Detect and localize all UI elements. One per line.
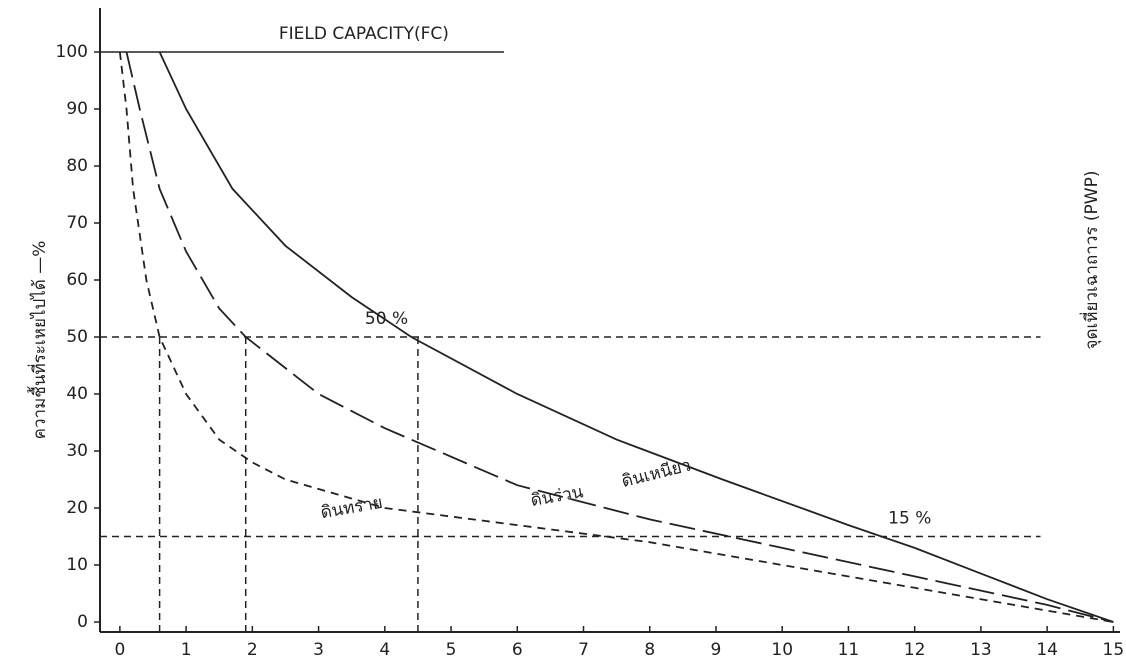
y-tick-label: 50 <box>66 327 88 347</box>
x-tick-label: 9 <box>711 640 722 660</box>
reference-label: FIELD CAPACITY(FC) <box>279 24 449 44</box>
x-tick-label: 8 <box>644 640 655 660</box>
x-tick-label: 6 <box>512 640 523 660</box>
y-tick-label: 90 <box>66 99 88 119</box>
y-tick-label: 100 <box>56 42 88 62</box>
x-axis-label: จุดเหี่ยวเฉาถาวร (PWP) <box>1079 171 1102 350</box>
chart: ความชื้นที่ระเหยไปได้ —% จุดเหี่ยวเฉาถาว… <box>0 0 1126 663</box>
series-label: ดินทราย <box>319 493 384 524</box>
x-tick-label: 3 <box>313 640 324 660</box>
x-tick-label: 11 <box>838 640 860 660</box>
y-tick-label: 0 <box>77 612 88 632</box>
y-axis-label: ความชื้นที่ระเหยไปได้ —% <box>27 241 50 440</box>
x-tick-label: 15 <box>1103 640 1125 660</box>
y-tick-label: 70 <box>66 213 88 233</box>
y-tick-label: 20 <box>66 498 88 518</box>
x-tick-label: 5 <box>446 640 457 660</box>
y-tick-label: 30 <box>66 441 88 461</box>
y-tick-label: 60 <box>66 270 88 290</box>
reference-label: 15 % <box>888 509 931 529</box>
x-tick-label: 12 <box>904 640 926 660</box>
x-tick-label: 1 <box>181 640 192 660</box>
x-tick-label: 2 <box>247 640 258 660</box>
y-tick-label: 10 <box>66 555 88 575</box>
y-tick-label: 80 <box>66 156 88 176</box>
x-tick-label: 0 <box>114 640 125 660</box>
x-tick-label: 14 <box>1036 640 1058 660</box>
x-tick-label: 4 <box>379 640 390 660</box>
x-tick-label: 13 <box>970 640 992 660</box>
series-label: ดินเหนียว <box>620 456 694 493</box>
reference-label: 50 % <box>365 309 408 329</box>
series-label: ดินร่วน <box>529 482 585 511</box>
x-tick-label: 7 <box>578 640 589 660</box>
y-tick-label: 40 <box>66 384 88 404</box>
x-tick-label: 10 <box>771 640 793 660</box>
